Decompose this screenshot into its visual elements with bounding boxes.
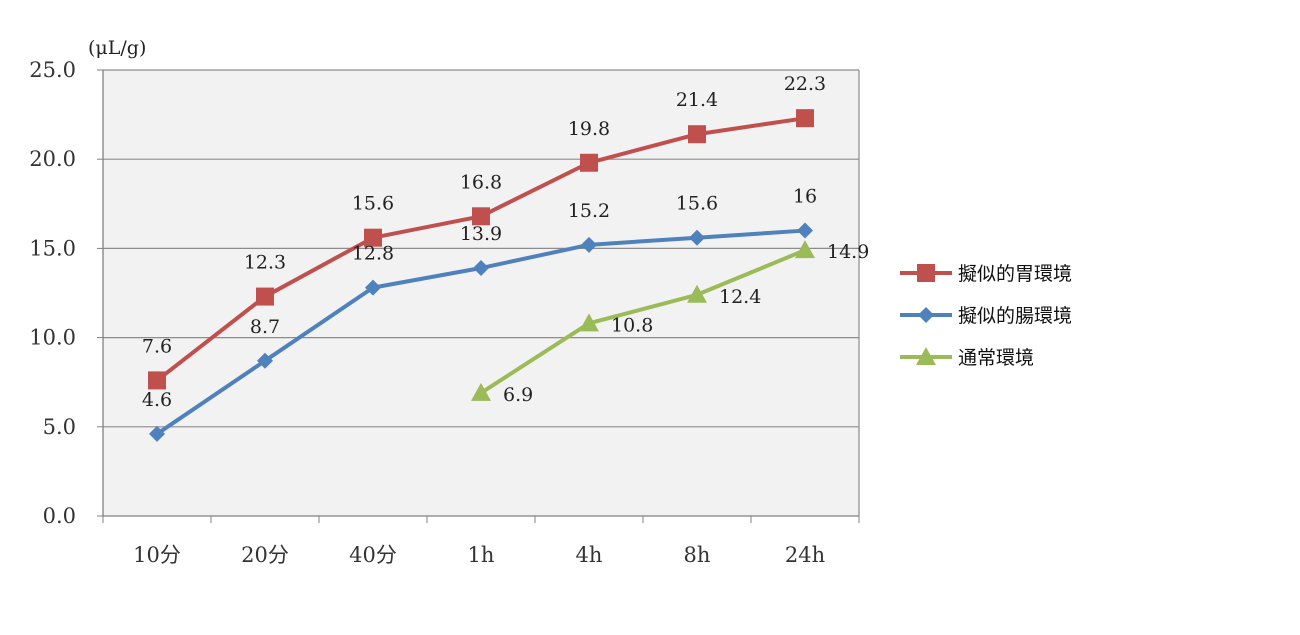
data-label: 4.6 (142, 389, 172, 411)
data-point-marker (365, 279, 381, 296)
y-tick-label: 20.0 (29, 147, 76, 171)
data-point-marker (689, 229, 705, 246)
data-label: 8.7 (250, 316, 280, 338)
data-point-marker (916, 347, 936, 365)
data-point-marker (581, 236, 597, 253)
data-label: 21.4 (676, 89, 718, 111)
data-label: 13.9 (460, 223, 502, 245)
axes: 0.0 5.0 10.0 15.0 20.0 25.0 10分 20分 40分 1h 4h 8h 24h (29, 58, 860, 567)
y-axis-unit-label: (μL/g) (88, 37, 146, 59)
data-point-marker (149, 425, 165, 442)
y-tick-label: 25.0 (29, 58, 76, 82)
data-point-marker (472, 207, 490, 226)
data-label: 15.2 (568, 200, 610, 222)
legend-label: 擬似的胃環境 (958, 263, 1072, 285)
data-label: 15.6 (352, 193, 394, 215)
x-tick-label: 24h (785, 543, 825, 567)
x-tick-label: 8h (684, 543, 711, 567)
data-point-marker (579, 313, 599, 332)
y-tick-label: 5.0 (43, 415, 76, 439)
x-tick-label: 10分 (133, 543, 181, 567)
data-label: 10.8 (611, 314, 653, 336)
grid-lines (103, 69, 859, 428)
legend-item: 擬似的腸環境 (900, 305, 1072, 327)
data-point-marker (795, 240, 815, 259)
series-2: 4.6 8.7 12.8 13.9 15.2 15.6 16 (142, 186, 817, 442)
data-point-marker (148, 371, 166, 390)
data-point-marker (917, 264, 935, 282)
legend-item: 通常環境 (900, 347, 1034, 369)
data-point-marker (796, 109, 814, 128)
data-label: 14.9 (827, 241, 869, 263)
legend-item: 擬似的胃環境 (900, 263, 1072, 285)
series-1: 7.6 12.3 15.6 16.8 19.8 21.4 22.3 (142, 73, 826, 390)
data-point-marker (797, 222, 813, 239)
data-label: 16.8 (460, 171, 502, 193)
legend-label: 擬似的腸環境 (958, 305, 1072, 327)
data-label: 12.4 (719, 286, 761, 308)
data-label: 15.6 (676, 193, 718, 215)
data-point-marker (918, 307, 934, 323)
data-point-marker (257, 352, 273, 369)
x-tick-label: 1h (468, 543, 495, 567)
data-label: 7.6 (142, 335, 172, 357)
y-tick-label: 10.0 (29, 326, 76, 350)
data-point-marker (471, 382, 491, 401)
y-tick-label: 15.0 (29, 236, 76, 260)
data-label: 19.8 (568, 118, 610, 140)
y-tick-label: 0.0 (43, 504, 76, 528)
data-label: 22.3 (784, 73, 826, 95)
series-3: 6.9 10.8 12.4 14.9 (471, 240, 869, 406)
data-point-marker (580, 153, 598, 172)
series-layer: 7.6 12.3 15.6 16.8 19.8 21.4 22.3 4.6 8.7 12.8 13.… (142, 73, 869, 442)
x-tick-label: 20分 (241, 543, 289, 567)
data-label: 12.3 (244, 252, 286, 274)
data-label: 12.8 (352, 243, 394, 265)
data-point-marker (473, 260, 489, 277)
data-label: 6.9 (503, 384, 533, 406)
series-line (479, 248, 806, 395)
plot-area-background (103, 70, 859, 516)
x-tick-label: 4h (576, 543, 603, 567)
data-point-marker (256, 287, 274, 306)
data-point-marker (364, 228, 382, 247)
data-label: 16 (793, 186, 817, 208)
legend-label: 通常環境 (958, 347, 1034, 369)
data-point-marker (688, 125, 706, 144)
x-tick-label: 40分 (349, 543, 397, 567)
data-point-marker (687, 284, 707, 303)
